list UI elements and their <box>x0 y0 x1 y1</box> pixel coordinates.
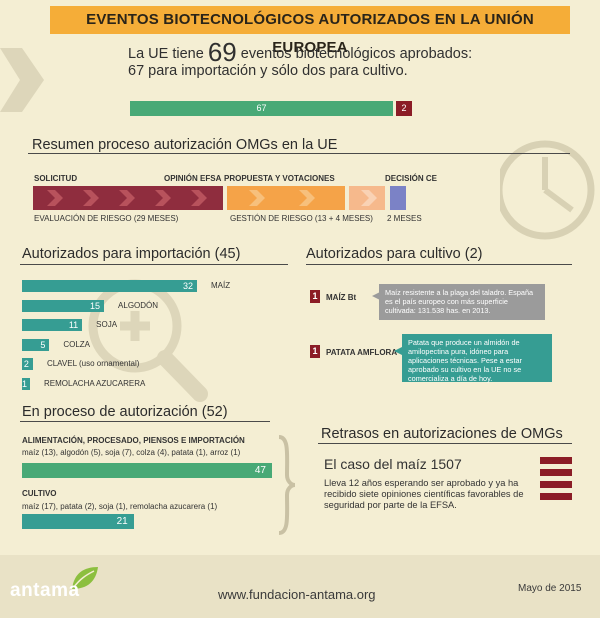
summary-bar-cultivation: 2 <box>396 101 412 116</box>
summary-bar: 67 2 <box>130 101 412 116</box>
intro-text: La UE tiene 69 eventos biotecnológicos a… <box>128 39 488 80</box>
label-solicitud: SOLICITUD <box>34 174 78 183</box>
intro-line1-post: eventos biotecnológicos aprobados: <box>240 46 473 62</box>
retrasos-stack-icon <box>540 457 572 500</box>
phase-gestion-4 <box>349 186 385 210</box>
cultivo-count-patata: 1 <box>310 345 320 358</box>
proceso-value-alimentacion: 47 <box>254 465 266 476</box>
phase-decision <box>390 186 406 210</box>
import-bar: 5 <box>22 338 50 351</box>
import-bar-label: SOJA <box>96 320 118 329</box>
footer-url[interactable]: www.fundacion-antama.org <box>218 587 376 602</box>
import-bar-label: CLAVEL (uso ornamental) <box>46 359 140 368</box>
label-propuesta: PROPUESTA Y VOTACIONES <box>224 174 335 183</box>
import-bar-label: COLZA <box>63 339 91 349</box>
proceso-rule <box>20 421 270 422</box>
summary-cultivation-label: 2 <box>401 103 407 113</box>
import-bar: 11 <box>22 319 83 331</box>
import-bar: 1 <box>22 377 30 390</box>
cultivo-rule <box>306 264 572 265</box>
page-title: EVENTOS BIOTECNOLÓGICOS AUTORIZADOS EN L… <box>86 11 534 56</box>
process-title: Resumen proceso autorización OMGs en la … <box>32 137 338 153</box>
leaf-logo-icon <box>72 567 98 589</box>
label-opinion-efsa: OPINIÓN EFSA <box>164 174 222 183</box>
footer-logo: antama <box>10 580 80 601</box>
decorative-chevron-icon <box>0 48 44 112</box>
sublabel-meses: 2 MESES <box>387 214 422 223</box>
cultivo-title: Autorizados para cultivo (2) <box>306 246 483 262</box>
phase-gestion4-chevron <box>361 190 377 206</box>
sublabel-evaluacion: EVALUACIÓN DE RIESGO (29 MESES) <box>34 214 179 223</box>
intro-big-number: 69 <box>207 37 237 67</box>
brace-icon <box>278 435 296 535</box>
import-bar: 2 <box>22 358 33 370</box>
cultivo-count-maiz: 1 <box>310 290 320 303</box>
footer <box>0 555 600 618</box>
retrasos-title: Retrasos en autorizaciones de OMGs <box>321 426 563 442</box>
phase-gestion-chevrons <box>249 190 315 206</box>
retrasos-rule <box>318 443 572 444</box>
cultivo-name-patata: PATATA AMFLORA <box>326 348 398 357</box>
proceso-bar-cultivo: 21 <box>22 514 134 529</box>
import-bar-label: MAÍZ <box>211 281 231 290</box>
title-banner: EVENTOS BIOTECNOLÓGICOS AUTORIZADOS EN L… <box>50 6 570 56</box>
import-bar-label: ALGODÓN <box>118 300 159 310</box>
summary-bar-import: 67 <box>130 101 393 116</box>
proceso-bar-alimentacion: 47 <box>22 463 272 478</box>
footer-date: Mayo de 2015 <box>518 583 582 594</box>
sublabel-gestion: GESTIÓN DE RIESGO (13 + 4 MESES) <box>230 214 373 223</box>
proceso-title: En proceso de autorización (52) <box>22 404 228 420</box>
proceso-value-cultivo: 21 <box>116 516 128 527</box>
clock-icon <box>500 140 595 240</box>
magnifier-icon <box>88 279 208 402</box>
proceso-detail-cultivo: maíz (17), patata (2), soja (1), remolac… <box>22 502 218 511</box>
import-rule <box>20 264 288 265</box>
import-bar-chart: 32 MAÍZ 15 ALGODÓN 11 SOJA 5 COLZA 2 CLAVEL (uso … <box>22 280 302 400</box>
cultivo-note-patata: Patata que produce un almidón de amilope… <box>402 334 552 383</box>
retrasos-subtitle: El caso del maíz 1507 <box>324 456 462 472</box>
retrasos-text: Lleva 12 años esperando ser aprobado y y… <box>324 478 524 510</box>
proceso-detail-alimentacion: maíz (13), algodón (5), soja (7), colza … <box>22 448 241 457</box>
phase-evaluacion <box>33 186 223 210</box>
cultivo-note-maiz: Maíz resistente a la plaga del taladro. … <box>379 284 545 320</box>
cultivo-name-maiz: MAÍZ Bt <box>326 293 357 302</box>
label-decision-ce: DECISIÓN CE <box>385 174 438 183</box>
import-bar-label: REMOLACHA AZUCARERA <box>44 378 146 388</box>
intro-line1-pre: La UE tiene <box>128 46 204 62</box>
proceso-heading-alimentacion: ALIMENTACIÓN, PROCESADO, PIENSOS E IMPOR… <box>22 436 245 445</box>
import-bar: 32 <box>22 280 197 292</box>
import-bar: 15 <box>22 299 105 312</box>
proceso-heading-cultivo: CULTIVO <box>22 489 57 498</box>
import-chart-title: Autorizados para importación (45) <box>22 246 241 262</box>
process-rule <box>28 153 570 154</box>
phase-evaluacion-chevrons <box>47 190 207 206</box>
phase-gestion-13 <box>227 186 345 210</box>
intro-line2: 67 para importación y sólo dos para cult… <box>128 63 408 79</box>
summary-import-label: 67 <box>256 103 267 113</box>
